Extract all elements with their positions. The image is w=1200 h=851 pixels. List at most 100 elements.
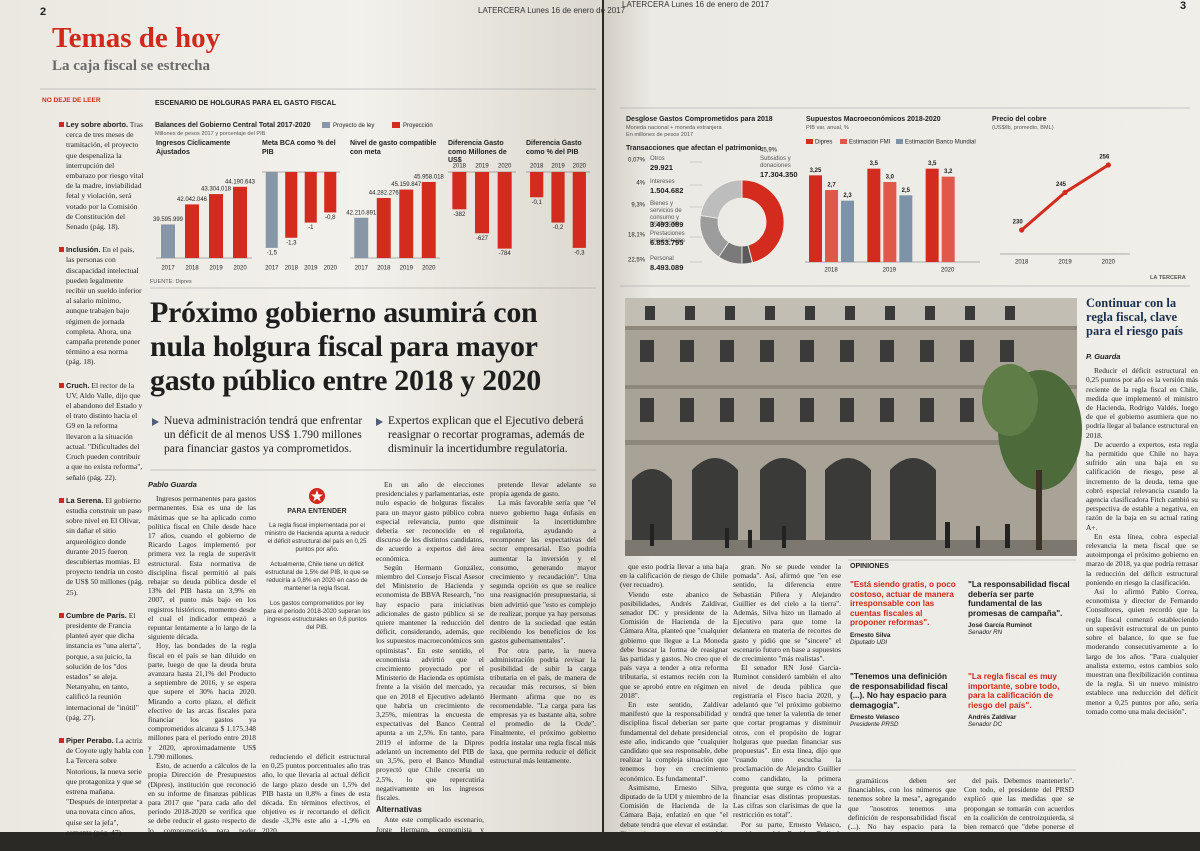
bar-label: -1,5 — [267, 250, 278, 256]
text-column: reduciendo el déficit estructural en 0,2… — [262, 752, 370, 832]
x-tick-label: 2018 — [185, 266, 199, 272]
box-title: PARA ENTENDER — [287, 508, 347, 515]
paragraph: Viendo este abanico de posibilidades, An… — [620, 589, 728, 700]
x-tick-label: 2020 — [573, 164, 587, 170]
bar-label: 2,7 — [827, 183, 836, 189]
chart-title: Precio del cobre — [992, 116, 1047, 123]
bar — [161, 224, 175, 258]
bar — [233, 186, 247, 258]
x-tick-label: 2018 — [377, 266, 391, 272]
chart-title: Nivel de gasto compatible con meta — [350, 140, 437, 156]
bar — [304, 172, 317, 223]
quote-name: Ernesto Velasco — [850, 714, 900, 722]
text-column: que esto podría llevar a una baja en la … — [620, 562, 728, 832]
sidebar-item: Cumbre de París. El presidente de Franci… — [40, 611, 144, 723]
bar-label: 2,5 — [902, 188, 911, 194]
bar-label: -0,2 — [553, 225, 564, 231]
text-column: En un año de elecciones presidenciales y… — [376, 480, 484, 832]
bar — [925, 168, 939, 262]
point-label: 230 — [1013, 220, 1024, 226]
info-icon-star — [311, 490, 323, 502]
text-column: gran. No se puede vender la pomada". Así… — [733, 562, 841, 832]
paragraph: Por su parte, Ernesto Velasco, president… — [733, 819, 841, 832]
info-box: PARA ENTENDER La regla fiscal implementad… — [263, 480, 371, 639]
pie-category: Prestaciones previsionales — [650, 231, 686, 244]
quote-text: "Tenemos una definición de responsabilid… — [850, 672, 948, 710]
sidebar-text: El rector de la UV, Aldo Valle, dijo que… — [66, 380, 143, 482]
pie-category: Otros — [650, 156, 665, 162]
pie-percent: 22,5% — [628, 258, 646, 264]
bar-label: 42.210.891 — [346, 210, 377, 216]
pie-category: Personal — [650, 256, 674, 262]
bar — [376, 197, 391, 258]
paragraph: Reducir el déficit estructural en 0,25 p… — [1086, 366, 1198, 440]
chart-title: Diferencia Gasto como % del PIB — [526, 140, 582, 156]
bar — [185, 204, 199, 258]
pie-amount: 8.493.089 — [650, 263, 684, 272]
sidebar-lead: Cumbre de París. — [66, 610, 127, 620]
quote-text: "La responsabilidad fiscal debería ser p… — [968, 580, 1070, 618]
chart-subtitle: Moneda nacional + moneda extranjera — [626, 125, 722, 131]
text-column: Pablo Guarda Ingresos permanentes para ga… — [148, 480, 256, 832]
pie-amount: 17.304.350 — [760, 170, 798, 179]
quote-role: Presidente PRSD — [850, 721, 899, 729]
legend-swatch — [322, 122, 330, 128]
bar-label: 3,2 — [944, 169, 953, 175]
bar-label: -382 — [453, 212, 466, 218]
sidebar-text: En el país, las personas con discapacida… — [66, 245, 142, 367]
x-tick-label: 2017 — [265, 266, 279, 272]
deck-bullet: Nueva administración tendrá que enfrenta… — [152, 414, 372, 456]
chart-title: Meta BCA como % del PIB — [262, 140, 336, 156]
page-number: 2 — [40, 6, 47, 18]
bar — [497, 172, 512, 249]
pie-category: Intereses — [650, 179, 675, 185]
byline: P. Guarda — [1086, 352, 1121, 361]
point-label: 245 — [1056, 182, 1067, 188]
sidebar-item: Piper Perabo. La actriz de Coyote ugly h… — [40, 736, 144, 838]
pie-amount: 3.493.089 — [650, 220, 684, 229]
x-tick-label: 2019 — [209, 266, 223, 272]
bar — [530, 172, 544, 198]
bar — [809, 175, 822, 262]
paragraph: reduciendo el déficit estructural en 0,2… — [262, 752, 370, 832]
page-number: 3 — [1180, 0, 1187, 12]
pie-amount: 1.504.682 — [650, 186, 684, 195]
paragraph: En esta línea, cobra especial relevancia… — [1086, 531, 1198, 587]
bar-label: 3,5 — [928, 161, 937, 167]
bar — [899, 195, 913, 262]
quote-role: Senador RN — [968, 629, 1003, 637]
pie-category: Bienes y servicios de consumo y producci… — [650, 201, 682, 228]
sidebar-item: La Serena. El gobierno estudia construir… — [40, 496, 144, 598]
x-tick-label: 2019 — [400, 266, 414, 272]
bar — [324, 172, 337, 213]
box-text: La regla fiscal implementada por el mini… — [264, 522, 370, 553]
sidebar-text: El gobierno estudia construir un paso so… — [66, 495, 144, 597]
x-tick-label: 2019 — [304, 266, 318, 272]
paragraph: El senador RN José García-Ruminot consid… — [733, 663, 841, 820]
bar-label: 3,0 — [886, 175, 895, 181]
chart-subtitle: (US$/lb, promedio, BML) — [992, 125, 1054, 131]
chart-source: FUENTE: Dipres — [150, 279, 192, 285]
paragraph: Según Hermann González, miembro del Cons… — [376, 562, 484, 802]
byline: Pablo Guarda — [148, 480, 197, 489]
quote-text: "La regla fiscal es muy importante, sobr… — [968, 672, 1060, 710]
sidebar-item: Ley sobre aborto. Tras cerca de tres mes… — [40, 120, 144, 232]
x-tick-label: 2017 — [161, 266, 175, 272]
bar — [825, 190, 838, 262]
text-column: pretende llevar adelante su propia agend… — [490, 480, 596, 832]
paragraph: Así lo afirmó Pablo Correa, economista y… — [1086, 587, 1198, 716]
chart-label: Transacciones que afectan el patrimonio — [626, 145, 762, 152]
chart-group-note: Millones de pesos 2017 y porcentaje del … — [155, 131, 266, 137]
paragraph: En este sentido, Zaldívar manifestó que … — [620, 700, 728, 783]
x-tick-label: 2020 — [941, 268, 955, 274]
chart-title: Diferencia Gasto como Millones de US$ — [448, 140, 507, 164]
x-tick-label: 2019 — [551, 164, 565, 170]
bar-label: -784 — [499, 251, 512, 257]
quote-text: "Está siendo gratis, o poco costoso, act… — [850, 580, 956, 628]
x-tick-label: 2018 — [285, 266, 299, 272]
deck-bullet: Expertos explican que el Ejecutivo deber… — [376, 414, 596, 456]
pie-percent: 0,07% — [628, 158, 646, 164]
paragraph: Ingresos permanentes para gastos permane… — [148, 494, 256, 642]
bar-label: 44.282.276 — [369, 191, 400, 197]
